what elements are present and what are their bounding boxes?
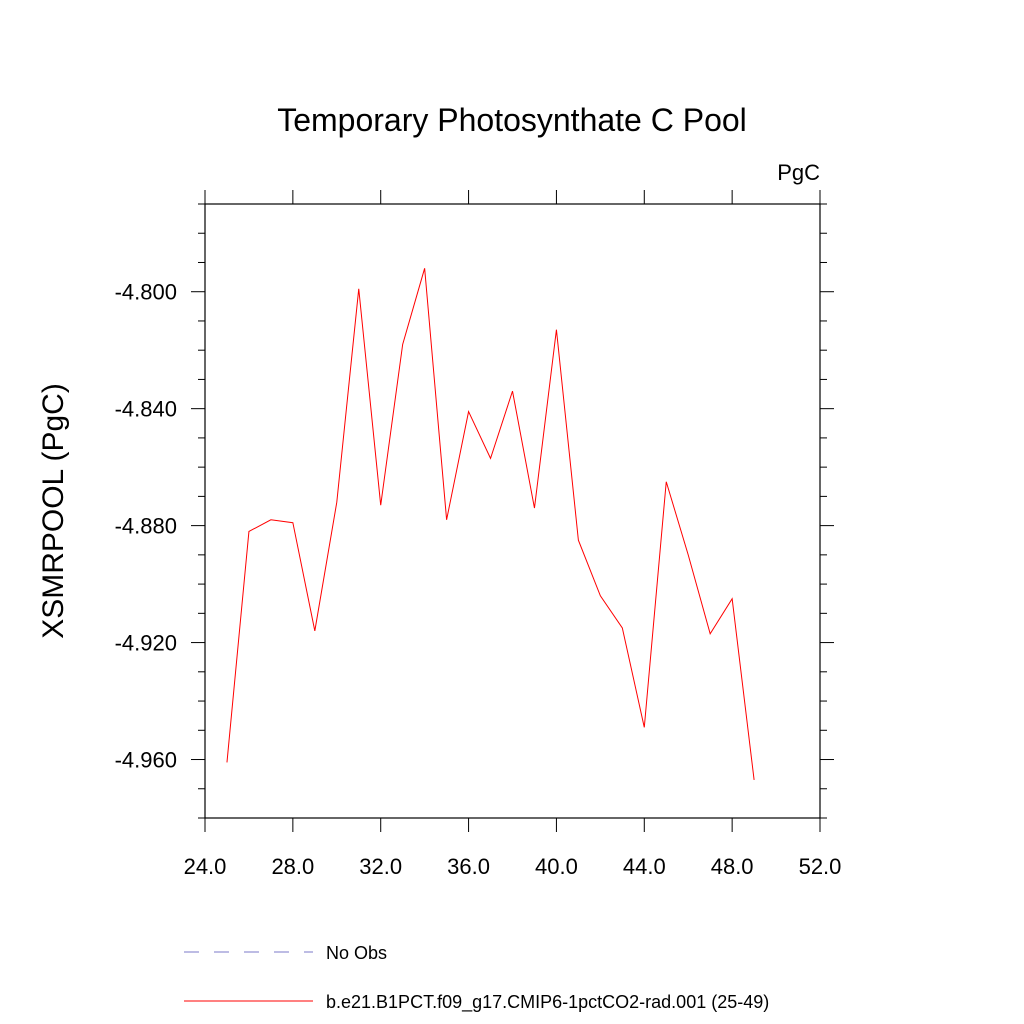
legend-label-0: No Obs bbox=[326, 943, 387, 963]
x-tick-label: 44.0 bbox=[623, 854, 666, 879]
y-tick-label: -4.840 bbox=[115, 397, 177, 422]
y-tick-label: -4.800 bbox=[115, 280, 177, 305]
y-tick-label: -4.920 bbox=[115, 631, 177, 656]
x-tick-label: 28.0 bbox=[271, 854, 314, 879]
y-tick-label: -4.880 bbox=[115, 514, 177, 539]
axis-tick-labels: 24.0 28.0 32.0 36.0 40.0 44.0 48.0 52.0 -4.800 -4… bbox=[115, 280, 842, 879]
x-tick-label: 40.0 bbox=[535, 854, 578, 879]
legend-label-1: b.e21.B1PCT.f09_g17.CMIP6-1pctCO2-rad.00… bbox=[326, 992, 769, 1013]
y-axis-label: XSMRPOOL (PgC) bbox=[37, 383, 70, 639]
x-tick-label: 36.0 bbox=[447, 854, 490, 879]
units-label: PgC bbox=[777, 160, 820, 185]
chart-title: Temporary Photosynthate C Pool bbox=[277, 102, 747, 138]
x-tick-label: 52.0 bbox=[799, 854, 842, 879]
series-lines bbox=[226, 268, 755, 781]
legend: No Obs b.e21.B1PCT.f09_g17.CMIP6-1pctCO2-… bbox=[184, 943, 769, 1013]
plot-frame bbox=[204, 203, 821, 819]
series-line-1 bbox=[226, 268, 755, 781]
x-tick-label: 48.0 bbox=[711, 854, 754, 879]
x-tick-label: 32.0 bbox=[359, 854, 402, 879]
x-tick-label: 24.0 bbox=[184, 854, 227, 879]
axis-ticks bbox=[191, 190, 834, 832]
y-tick-label: -4.960 bbox=[115, 748, 177, 773]
